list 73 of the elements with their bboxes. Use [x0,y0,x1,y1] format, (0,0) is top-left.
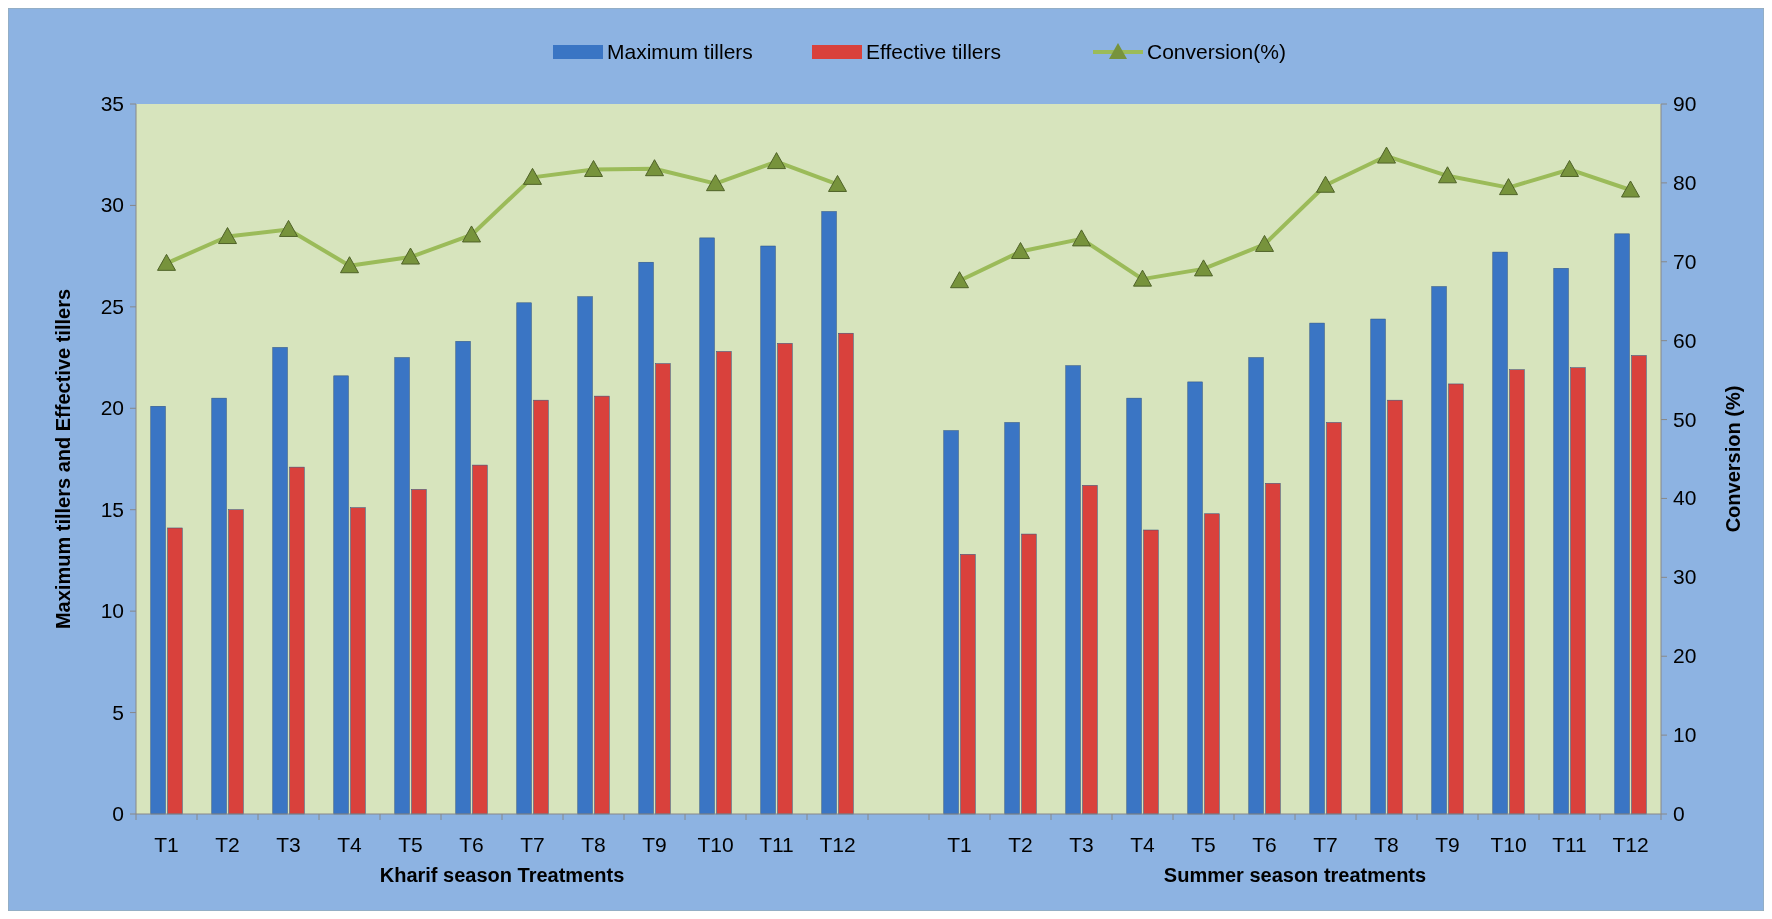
legend-label: Maximum tillers [607,40,753,63]
y-tick-label: 35 [100,92,124,115]
x-tick-label: T1 [947,833,972,856]
y2-tick-label: 70 [1673,249,1697,273]
point [279,219,298,237]
point [1377,146,1396,164]
point [1560,159,1579,177]
point [645,159,664,177]
text: Kharif season Treatments [379,864,625,886]
y2-tick-label: 0 [1673,802,1685,825]
x-tick-label: T8 [1374,833,1399,856]
y-tick-label: 0 [112,802,124,825]
y2-tick-label: 80 [1673,170,1697,194]
y2-tick-label: 40 [1673,486,1697,510]
y-tick-label: 20 [100,396,124,420]
text: Summer season treatments [1163,864,1427,886]
point [1011,242,1030,260]
point [584,159,603,177]
x-tick-label: T8 [581,833,606,856]
x-tick-label: T5 [1191,833,1216,856]
point [1255,234,1274,252]
x-tick-label: T6 [459,833,484,856]
x-tick-label: T3 [1069,833,1094,856]
x-tick-label: T10 [1490,833,1527,856]
y-axis-title: Maximum tillers and Effective tillers [52,288,74,630]
x-tick-label: T9 [1435,833,1460,856]
point [828,174,847,192]
x-tick-label: T2 [1008,833,1033,856]
point [462,225,481,243]
y-tick-label: 5 [112,700,124,724]
y-tick-label: 15 [100,497,124,521]
point [1072,229,1091,247]
y2-tick-label: 30 [1673,565,1697,589]
y2-tick-label: 10 [1673,723,1697,747]
x-tick-label: T11 [1552,833,1587,856]
y-tick-label: 30 [100,193,124,217]
y-tick-label: 10 [100,599,124,623]
x-tick-label: T1 [154,833,179,856]
point [706,174,725,192]
x-tick-label: T7 [1313,833,1338,856]
x-tick-label: T12 [819,833,856,856]
x-tick-label: T9 [642,833,667,856]
point [1316,175,1335,193]
x-tick-label: T4 [337,833,363,856]
point [1499,178,1518,196]
point [1438,166,1457,184]
y2-tick-label: 20 [1673,644,1697,668]
x-tick-label: T7 [520,833,545,856]
point [157,253,176,271]
x-tick-label: T3 [276,833,301,856]
point [1194,259,1213,277]
y2-axis-title: Conversion (%) [1722,385,1744,533]
y2-tick-label: 90 [1673,92,1697,115]
x-tick-label: T2 [215,833,240,856]
y2-tick-label: 50 [1673,407,1697,431]
point [523,167,542,185]
y2-tick-label: 60 [1673,328,1697,352]
legend-label: Effective tillers [866,40,1001,63]
point [1621,180,1640,198]
x-tick-label: T4 [1130,833,1156,856]
point [1133,269,1152,287]
point [950,271,969,289]
x-tick-label: T11 [759,833,794,856]
point [767,152,786,170]
point [218,227,237,245]
point [340,256,359,274]
x-tick-label: T5 [398,833,423,856]
x-tick-label: T12 [1612,833,1649,856]
point [401,247,420,265]
x-tick-label: T6 [1252,833,1277,856]
y-tick-label: 25 [100,294,124,318]
legend-label: Conversion(%) [1147,40,1286,63]
x-tick-label: T10 [697,833,734,856]
